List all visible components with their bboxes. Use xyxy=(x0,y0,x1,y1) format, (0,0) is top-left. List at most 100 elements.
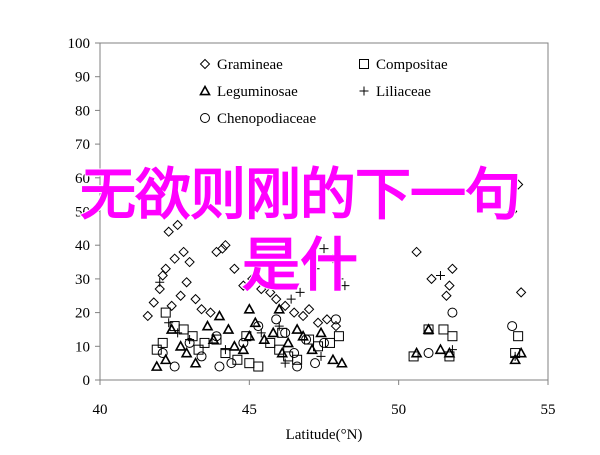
data-point xyxy=(316,351,326,361)
overlay-text-line1: 无欲则刚的下一句 xyxy=(79,163,522,228)
data-point xyxy=(411,246,422,258)
data-point xyxy=(175,290,186,301)
data-point xyxy=(297,310,309,322)
data-point xyxy=(292,361,303,372)
data-point xyxy=(297,330,309,341)
y-axis-ticks: 0 10 20 30 40 50 60 70 80 90 100 xyxy=(68,36,100,389)
legend: Gramineae Compositae Leguminosae Liliaceae C… xyxy=(199,57,448,127)
data-point xyxy=(506,206,518,217)
data-point xyxy=(165,323,178,334)
data-point xyxy=(304,250,314,260)
data-point xyxy=(184,256,195,268)
data-point xyxy=(169,361,180,372)
data-point xyxy=(280,358,290,368)
data-point xyxy=(232,354,243,365)
data-point xyxy=(292,354,303,365)
data-point xyxy=(159,353,172,365)
data-point xyxy=(241,331,252,342)
data-point xyxy=(154,283,165,295)
data-point xyxy=(160,263,171,274)
y-tick-label: 100 xyxy=(68,36,91,52)
overlay-text-line2: 是什 xyxy=(241,231,359,299)
data-point xyxy=(447,307,458,318)
data-point xyxy=(277,327,288,338)
data-point xyxy=(163,226,174,237)
data-point xyxy=(222,323,235,334)
legend-marker xyxy=(359,59,369,69)
data-point xyxy=(515,346,527,358)
legend-label: Leguminosae xyxy=(217,84,298,100)
data-point xyxy=(142,310,153,322)
plot-area xyxy=(99,42,549,381)
data-point xyxy=(193,344,204,355)
data-point xyxy=(273,303,286,314)
data-point xyxy=(184,337,195,348)
data-point xyxy=(434,343,447,355)
data-point xyxy=(510,351,520,361)
data-point xyxy=(444,280,455,291)
data-point xyxy=(160,307,171,318)
data-point xyxy=(327,353,339,365)
data-point xyxy=(422,323,435,334)
data-point xyxy=(181,277,192,288)
data-point xyxy=(289,348,300,359)
data-point xyxy=(247,273,258,285)
data-point xyxy=(334,274,344,284)
data-point xyxy=(256,283,267,295)
y-tick-label: 0 xyxy=(83,373,91,389)
data-point xyxy=(243,303,256,314)
data-point xyxy=(291,323,303,334)
data-point xyxy=(196,304,207,315)
data-point xyxy=(447,263,458,274)
data-point xyxy=(172,219,183,231)
x-axis-ticks: 40 45 50 55 xyxy=(93,380,556,418)
data-point xyxy=(220,239,231,251)
data-point xyxy=(249,316,262,328)
data-point xyxy=(512,179,524,190)
data-point xyxy=(507,321,518,332)
data-point xyxy=(237,343,250,355)
data-point xyxy=(238,280,249,291)
data-point xyxy=(340,281,350,291)
y-tick-label: 30 xyxy=(75,272,90,288)
x-tick-label: 45 xyxy=(242,402,257,418)
data-point xyxy=(265,287,276,298)
x-tick-label: 50 xyxy=(391,402,406,418)
data-point xyxy=(315,326,327,338)
data-point xyxy=(276,346,289,358)
data-point xyxy=(441,290,452,301)
data-point xyxy=(319,244,329,254)
data-point xyxy=(169,253,180,264)
data-point xyxy=(150,360,163,371)
data-point xyxy=(258,333,271,344)
y-tick-label: 80 xyxy=(75,103,90,119)
data-point xyxy=(166,300,177,312)
data-point xyxy=(180,346,193,358)
data-point xyxy=(447,345,457,355)
legend-marker xyxy=(200,113,210,123)
data-point xyxy=(509,353,522,365)
data-point xyxy=(205,307,216,318)
data-point xyxy=(330,314,341,325)
y-tick-label: 90 xyxy=(75,70,90,86)
data-point xyxy=(211,331,222,342)
data-point xyxy=(217,243,228,254)
data-point xyxy=(207,333,220,344)
data-point xyxy=(220,345,230,355)
data-point xyxy=(157,270,168,281)
data-point xyxy=(336,357,348,368)
data-point xyxy=(438,324,449,335)
legend-marker xyxy=(359,86,369,96)
data-point xyxy=(288,307,300,318)
data-point xyxy=(328,254,338,264)
data-point xyxy=(312,317,324,328)
data-point xyxy=(435,271,445,281)
data-point xyxy=(157,348,168,359)
y-tick-label: 40 xyxy=(75,238,90,254)
data-point xyxy=(426,273,437,285)
data-point xyxy=(214,361,225,372)
legend-marker xyxy=(199,58,211,70)
data-point xyxy=(306,343,318,355)
data-point xyxy=(282,336,295,348)
data-point xyxy=(515,287,527,298)
